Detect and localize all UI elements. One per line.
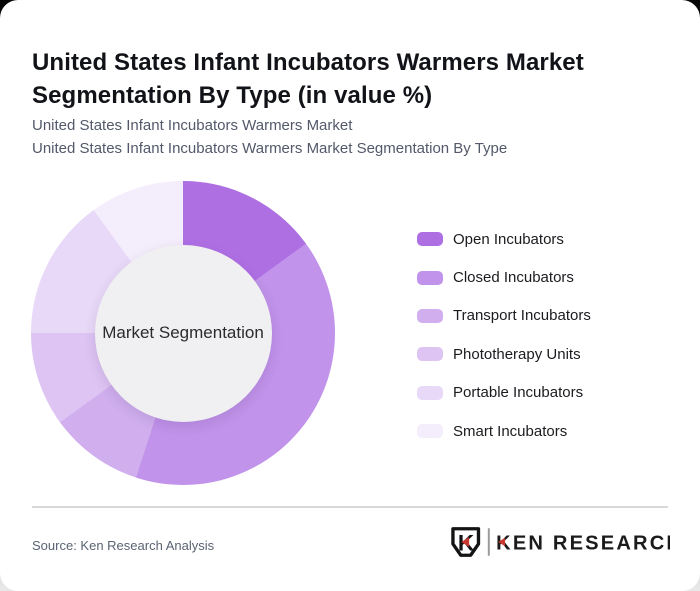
logo-brand-text: KEN RESEARCH [496, 532, 681, 554]
page-title: United States Infant Incubators Warmers … [32, 49, 584, 110]
legend-label: Smart Incubators [453, 422, 568, 440]
legend-label: Transport Incubators [453, 307, 591, 325]
logo-shield-icon: K [451, 527, 481, 557]
legend-label: Portable Incubators [453, 384, 584, 402]
legend-label: Phototherapy Units [453, 345, 581, 363]
subtitle-line-2: United States Infant Incubators Warmers … [32, 140, 508, 157]
legend-item-smart-incubators[interactable]: Smart Incubators [417, 412, 591, 450]
legend-item-transport-incubators[interactable]: Transport Incubators [417, 297, 591, 335]
donut-center-label: Market Segmentation [102, 323, 264, 342]
legend-item-phototherapy-units[interactable]: Phototherapy Units [417, 335, 591, 373]
donut-center: Market Segmentation [94, 244, 272, 422]
legend-item-closed-incubators[interactable]: Closed Incubators [417, 258, 591, 296]
source-text: Source: Ken Research Analysis [32, 538, 215, 553]
legend-item-open-incubators[interactable]: Open Incubators [417, 220, 591, 258]
legend-swatch [417, 270, 443, 285]
logo-graphic: K KEN RESEARCH [451, 527, 681, 557]
legend-label: Open Incubators [453, 230, 564, 248]
subtitle-block: United States Infant Incubators Warmers … [32, 114, 662, 160]
legend-swatch [417, 347, 443, 362]
legend-swatch [417, 424, 443, 439]
legend-item-portable-incubators[interactable]: Portable Incubators [417, 374, 591, 412]
subtitle-line-1: United States Infant Incubators Warmers … [32, 117, 353, 134]
donut-chart[interactable]: Market Segmentation [31, 181, 335, 485]
svg-text:KEN RESEARCH: KEN RESEARCH [496, 532, 670, 554]
ken-research-logo: K KEN RESEARCH [450, 526, 681, 558]
legend-swatch [417, 385, 443, 400]
chart-legend: Open Incubators Closed Incubators Transp… [417, 220, 591, 450]
footer-divider [32, 506, 668, 508]
logo-divider [487, 528, 490, 556]
legend-label: Closed Incubators [453, 269, 574, 287]
legend-swatch [417, 232, 443, 247]
legend-swatch [417, 308, 443, 323]
